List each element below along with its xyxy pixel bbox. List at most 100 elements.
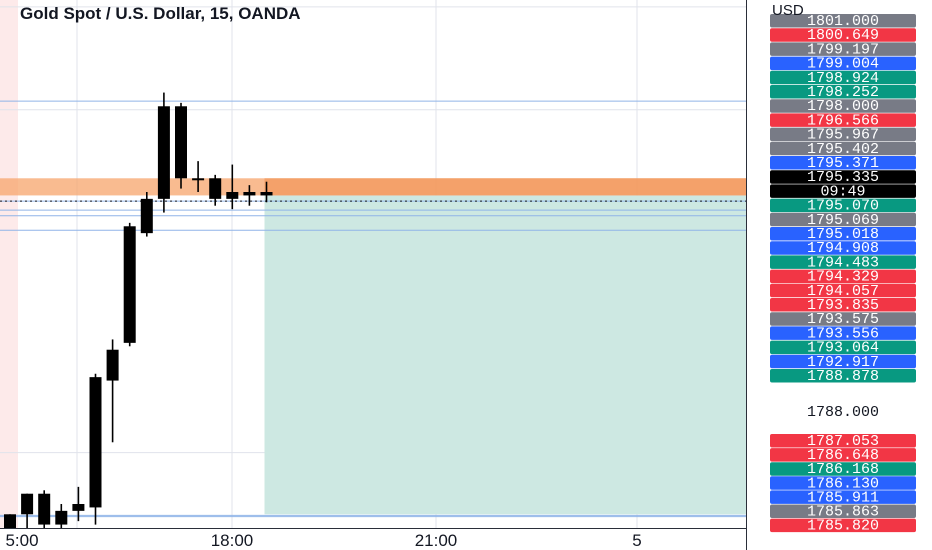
price-label-bg — [770, 99, 916, 113]
price-label: 09:49 — [770, 183, 916, 200]
candle — [226, 164, 239, 210]
candle-body — [175, 106, 187, 179]
price-label: 1795.371 — [770, 155, 916, 172]
price-label-text: 1799.197 — [807, 41, 879, 58]
candle-body — [55, 510, 68, 525]
price-label-text: 1798.000 — [807, 98, 879, 115]
price-label-text: 1798.924 — [807, 70, 879, 87]
price-label-text: 09:49 — [820, 183, 865, 200]
price-label-bg — [770, 269, 916, 284]
candle-body — [38, 493, 51, 525]
price-label-text: 1794.057 — [807, 283, 879, 300]
price-label: 1795.402 — [770, 141, 916, 158]
candle-body — [226, 192, 239, 199]
candle-body — [192, 178, 205, 181]
candle — [175, 102, 187, 189]
candle — [123, 222, 136, 347]
price-label-text: 1785.820 — [807, 518, 879, 535]
price-label-bg — [770, 85, 916, 99]
price-label-bg — [770, 113, 916, 127]
price-label-text: 1795.335 — [807, 169, 879, 186]
candle-body — [4, 514, 16, 528]
price-label-text: 1785.911 — [807, 489, 879, 506]
price-label: 1795.967 — [770, 127, 916, 144]
candle — [209, 174, 222, 206]
candle — [243, 185, 256, 206]
price-label-bg — [770, 198, 916, 213]
price-label-bg — [770, 127, 916, 142]
price-label: 1794.908 — [770, 240, 916, 257]
price-label-bg — [770, 70, 916, 85]
candle — [4, 514, 16, 528]
price-label-text: 1787.053 — [807, 433, 879, 450]
price-label: 1798.924 — [770, 70, 916, 87]
price-label-text: 1795.371 — [807, 155, 879, 172]
price-label-bg — [770, 184, 916, 198]
price-label: 1798.000 — [770, 98, 916, 115]
price-label-bg — [770, 476, 916, 490]
price-label-bg — [770, 340, 916, 355]
price-label-text: 1794.329 — [807, 269, 879, 286]
price-label-bg — [770, 354, 916, 369]
price-label-text: 1793.064 — [807, 340, 879, 357]
x-tick-label: 21:00 — [415, 531, 458, 550]
price-label-text: 1793.556 — [807, 325, 879, 342]
price-label: 1793.064 — [770, 340, 916, 357]
price-label-text: 1786.168 — [807, 461, 879, 478]
currency-label: USD — [772, 2, 804, 19]
price-label: 1794.483 — [770, 254, 916, 271]
price-label-bg — [770, 298, 916, 312]
price-label-text: 1795.069 — [807, 212, 879, 229]
price-label-bg — [770, 462, 916, 476]
price-label: 1794.057 — [770, 283, 916, 300]
candle-body — [209, 178, 222, 199]
price-label-bg — [770, 490, 916, 504]
price-label-bg — [770, 369, 916, 383]
candle — [72, 486, 85, 522]
price-label-text: 1796.566 — [807, 112, 879, 129]
price-label-bg — [770, 241, 916, 255]
price-label: 1788.000 — [807, 404, 879, 421]
price-label-bg — [770, 504, 916, 518]
price-label-bg — [770, 56, 916, 71]
price-label: 1794.329 — [770, 269, 916, 286]
price-label: 1793.556 — [770, 325, 916, 342]
price-label-text: 1795.967 — [807, 127, 879, 144]
price-label-text: 1801.000 — [807, 13, 879, 30]
candle-body — [89, 377, 102, 508]
price-label-bg — [770, 170, 916, 184]
target-zone — [264, 195, 746, 515]
x-tick-label: 18:00 — [211, 531, 254, 550]
price-label-bg — [770, 212, 916, 227]
candle — [140, 192, 153, 237]
stop-zone-active — [264, 178, 746, 196]
price-label-text: 1794.908 — [807, 240, 879, 257]
price-label-text: 1786.648 — [807, 447, 879, 464]
price-label-text: 1793.575 — [807, 311, 879, 328]
price-label-text: 1785.863 — [807, 504, 879, 521]
price-label: 1801.000 — [770, 13, 916, 30]
price-label: 1785.911 — [770, 489, 916, 506]
candle — [192, 161, 205, 192]
price-label: 1795.069 — [770, 212, 916, 229]
price-label-bg — [770, 283, 916, 298]
candle-body — [72, 504, 85, 511]
candle-body — [106, 349, 119, 381]
price-label-text: 1794.483 — [807, 254, 879, 271]
price-label: 1795.018 — [770, 226, 916, 243]
price-label: 1785.863 — [770, 504, 916, 521]
candle-body — [123, 226, 136, 343]
candle — [106, 339, 119, 443]
price-label-bg — [770, 28, 916, 42]
candle-body — [140, 198, 153, 234]
price-label-text: 1792.917 — [807, 354, 879, 371]
price-label-bg — [770, 156, 916, 170]
price-label: 1795.070 — [770, 198, 916, 215]
chart-title: Gold Spot / U.S. Dollar, 15, OANDA — [20, 4, 301, 23]
price-label: 1785.820 — [770, 518, 916, 535]
price-label-text: 1788.878 — [807, 368, 879, 385]
price-label-bg — [770, 42, 916, 56]
price-label-bg — [770, 326, 916, 340]
